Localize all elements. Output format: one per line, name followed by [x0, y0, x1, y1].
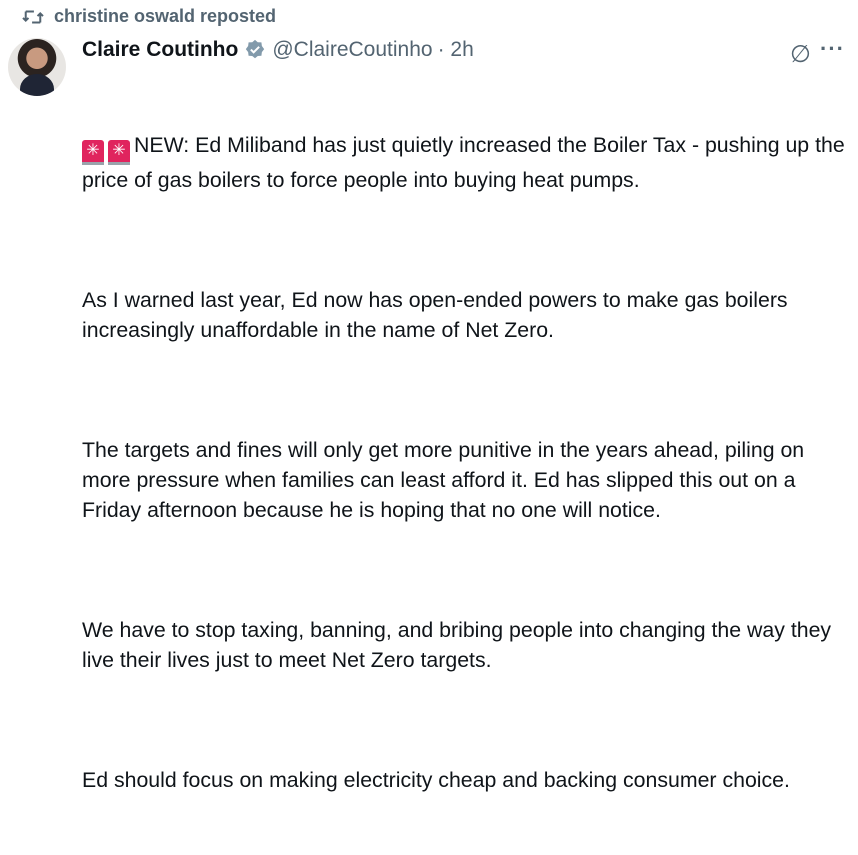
timestamp[interactable]: · 2h — [437, 38, 474, 61]
verified-badge-icon — [246, 39, 265, 59]
siren-icon: ✳ — [108, 140, 130, 165]
paragraph: The targets and fines will only get more… — [82, 438, 811, 522]
paragraph: We have to stop taxing, banning, and bri… — [82, 618, 837, 672]
repost-indicator[interactable]: christine oswald reposted — [22, 6, 276, 27]
author-handle[interactable]: @ClaireCoutinho — [272, 38, 433, 61]
tweet-header: Claire Coutinho @ClaireCoutinho · 2h — [82, 38, 474, 62]
grok-icon[interactable]: ∅ — [790, 41, 811, 68]
paragraph: As I warned last year, Ed now has open-e… — [82, 288, 794, 342]
repost-icon — [22, 10, 44, 23]
tweet-text: ✳ ✳ NEW: Ed Miliband has just quietly incr… — [82, 70, 858, 855]
avatar[interactable] — [8, 38, 66, 96]
more-options-icon[interactable]: ··· — [820, 36, 845, 61]
author-name[interactable]: Claire Coutinho — [82, 38, 239, 61]
paragraph: ✳ ✳ NEW: Ed Miliband has just quietly incr… — [82, 133, 851, 192]
paragraph: Ed should focus on making electricity ch… — [82, 768, 790, 792]
repost-text: christine oswald reposted — [54, 6, 277, 26]
siren-icon: ✳ — [82, 140, 104, 165]
